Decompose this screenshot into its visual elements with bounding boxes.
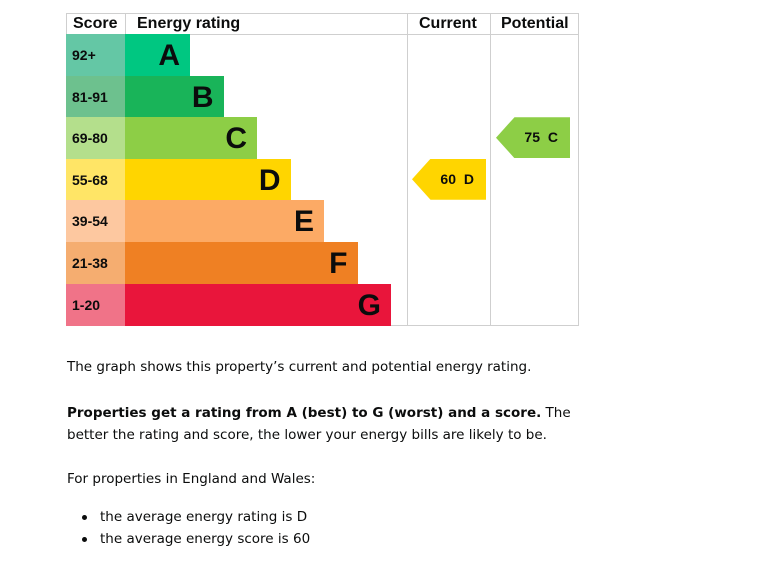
- potential-rating-arrow: 75 C: [496, 117, 570, 159]
- header-current: Current: [419, 15, 477, 32]
- grid-line: [490, 13, 491, 325]
- score-range-b: 81-91: [66, 75, 125, 118]
- rating-bar-g: G: [125, 283, 391, 326]
- rating-explanation-bold: Properties get a rating from A (best) to…: [67, 405, 542, 421]
- score-range-a: 92+: [66, 34, 125, 76]
- rating-bar-f: F: [125, 242, 358, 284]
- score-range-e: 39-54: [66, 200, 125, 243]
- rating-bar-a: A: [125, 34, 190, 76]
- grid-line: [407, 13, 408, 325]
- averages-list: the average energy rating is D the avera…: [67, 506, 310, 550]
- score-range-c: 69-80: [66, 117, 125, 160]
- england-wales-intro: For properties in England and Wales:: [67, 471, 316, 487]
- list-item: the average energy score is 60: [67, 528, 310, 550]
- rating-explanation-rest: The better the rating and score, the low…: [67, 405, 571, 443]
- header-potential: Potential: [501, 15, 569, 32]
- score-range-d: 55-68: [66, 158, 125, 201]
- list-item: the average energy rating is D: [67, 506, 310, 528]
- rating-explanation: Properties get a rating from A (best) to…: [67, 402, 587, 446]
- rating-bar-d: D: [125, 158, 291, 201]
- grid-line: [578, 13, 579, 325]
- current-rating-arrow: 60 D: [412, 158, 486, 200]
- score-range-f: 21-38: [66, 242, 125, 284]
- grid-line: [66, 13, 67, 34]
- header-energy-rating: Energy rating: [137, 15, 241, 32]
- grid-line: [66, 34, 579, 35]
- header-score: Score: [73, 15, 118, 32]
- rating-bar-e: E: [125, 200, 324, 243]
- rating-bar-c: C: [125, 117, 257, 160]
- score-range-g: 1-20: [66, 283, 125, 326]
- rating-bar-b: B: [125, 75, 224, 118]
- grid-line: [66, 13, 579, 14]
- description: The graph shows this property’s current …: [67, 359, 532, 375]
- grid-line: [125, 13, 126, 34]
